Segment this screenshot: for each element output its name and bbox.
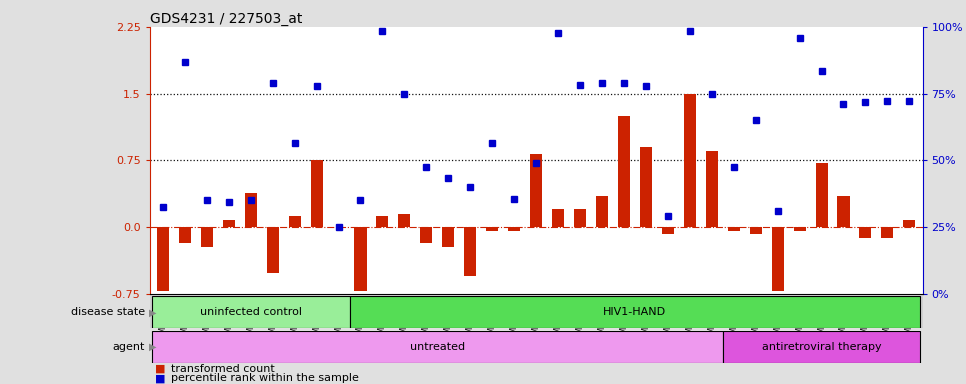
Bar [903, 220, 916, 227]
Text: transformed count: transformed count [171, 364, 274, 374]
Bar [772, 227, 783, 291]
Text: agent: agent [112, 342, 145, 352]
Text: percentile rank within the sample: percentile rank within the sample [171, 373, 358, 383]
Bar [596, 196, 608, 227]
Bar [706, 151, 718, 227]
Bar [723, 331, 921, 363]
Bar [398, 214, 411, 227]
Bar [152, 296, 350, 328]
Bar [152, 331, 723, 363]
Bar [267, 227, 279, 273]
Text: untreated: untreated [410, 342, 465, 352]
Bar [530, 154, 542, 227]
Bar [377, 216, 388, 227]
Bar [684, 94, 696, 227]
Bar [662, 227, 674, 234]
Bar [860, 227, 871, 238]
Bar [420, 227, 433, 243]
Bar [244, 193, 257, 227]
Bar [574, 209, 586, 227]
Bar [793, 227, 806, 232]
Bar [838, 196, 849, 227]
Text: HIV1-HAND: HIV1-HAND [604, 307, 667, 318]
Bar [201, 227, 213, 247]
Bar [355, 227, 366, 291]
Text: ▶: ▶ [149, 307, 156, 318]
Bar [815, 163, 828, 227]
Bar [350, 296, 921, 328]
Bar [442, 227, 454, 247]
Bar [881, 227, 894, 238]
Text: ■: ■ [155, 373, 165, 383]
Text: antiretroviral therapy: antiretroviral therapy [762, 342, 881, 352]
Bar [639, 147, 652, 227]
Bar [508, 227, 521, 232]
Text: ▶: ▶ [149, 342, 156, 352]
Bar [465, 227, 476, 276]
Text: ■: ■ [155, 364, 165, 374]
Bar [310, 161, 323, 227]
Bar [289, 216, 300, 227]
Text: uninfected control: uninfected control [200, 307, 301, 318]
Text: GDS4231 / 227503_at: GDS4231 / 227503_at [150, 12, 302, 26]
Text: disease state: disease state [71, 307, 145, 318]
Bar [750, 227, 762, 234]
Bar [486, 227, 498, 232]
Bar [156, 227, 169, 291]
Bar [727, 227, 740, 232]
Bar [223, 220, 235, 227]
Bar [179, 227, 191, 243]
Bar [618, 116, 630, 227]
Bar [552, 209, 564, 227]
